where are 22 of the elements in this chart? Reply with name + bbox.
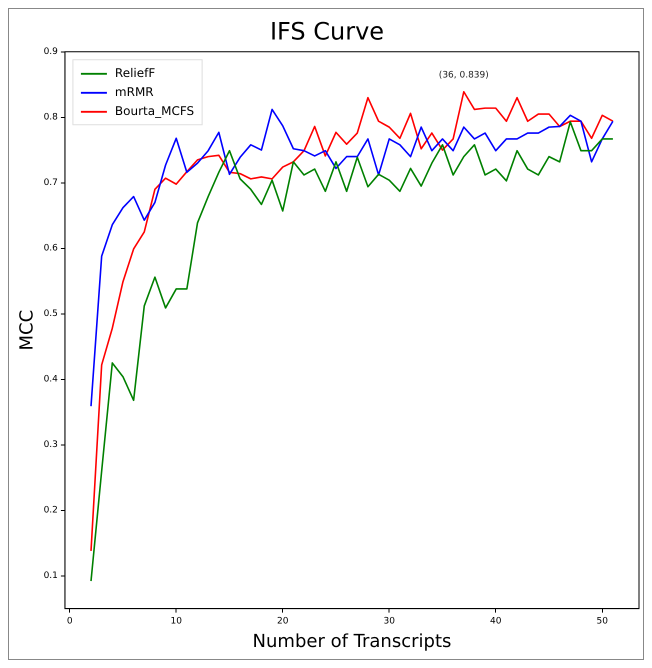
y-tick-label: 0.4 [44,374,58,385]
legend-label: mRMR [114,84,154,99]
y-axis-title: MCC [16,310,38,351]
y-tick-label: 0.6 [44,244,58,254]
x-tick-label: 40 [490,616,502,626]
x-tick-label: 20 [277,616,289,626]
y-tick-label: 0.1 [44,571,58,582]
legend-label: Bourta_MCFS [114,104,194,118]
x-tick-label: 30 [384,616,396,626]
x-tick-label: 10 [170,616,182,626]
legend-label: ReliefF [114,66,156,80]
chart-title: IFS Curve [270,18,384,46]
x-tick-label: 50 [596,616,608,626]
y-tick-label: 0.5 [44,309,58,320]
y-tick-label: 0.9 [44,47,58,58]
y-tick-label: 0.7 [44,178,58,188]
y-tick-label: 0.3 [44,440,58,450]
y-tick-label: 0.8 [44,112,58,123]
y-tick-label: 0.2 [44,506,58,516]
x-tick-label: 0 [66,616,73,626]
annotation: (36, 0.839) [438,70,489,81]
x-axis-title: Number of Transcripts [252,630,452,652]
